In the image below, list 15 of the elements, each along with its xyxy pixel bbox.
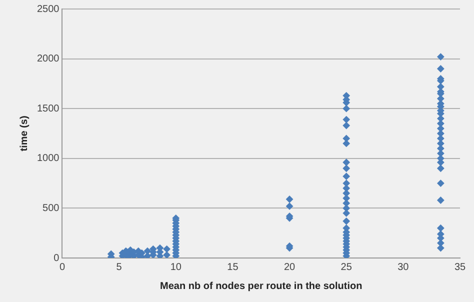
y-axis-title: time (s) [18,116,30,152]
y-tick-label: 1000 [36,153,60,164]
y-tick-label: 0 [54,252,60,264]
x-tick-label: 35 [454,262,466,273]
x-tick-label: 20 [284,262,296,273]
x-tick-label: 5 [116,262,122,273]
x-tick-label: 10 [170,262,182,273]
x-tick-label: 15 [227,262,239,273]
y-tick-label: 2500 [36,4,60,15]
x-tick-label: 25 [340,262,352,273]
x-axis-title: Mean nb of nodes per route in the solution [160,280,362,292]
y-tick-label: 2000 [36,54,60,65]
y-tick-label: 500 [42,202,60,214]
y-tick-label: 1500 [36,103,60,114]
x-tick-label: 30 [398,262,410,273]
